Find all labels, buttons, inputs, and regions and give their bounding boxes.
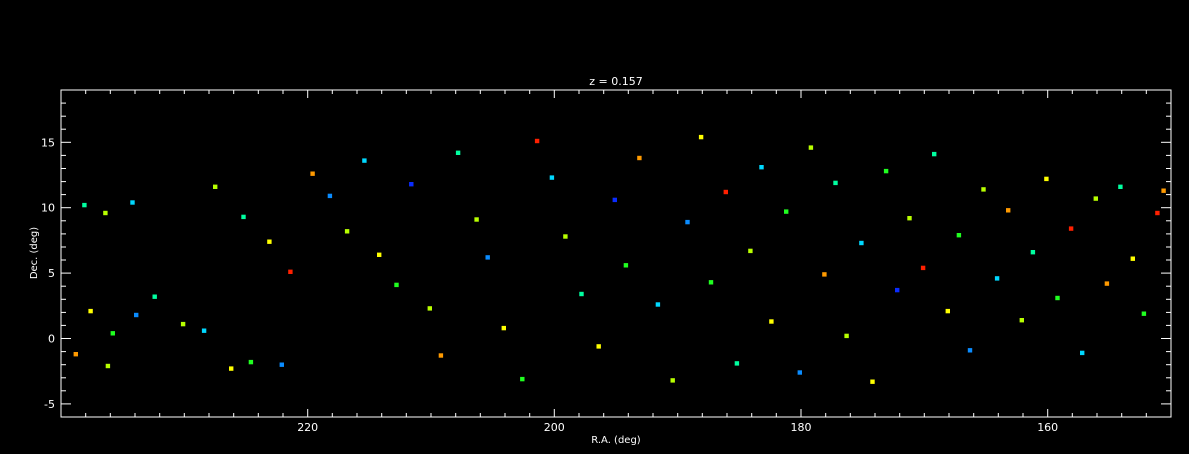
data-point	[82, 202, 87, 208]
data-point	[229, 366, 234, 371]
data-point	[956, 233, 962, 238]
x-axis-label: R.A. (deg)	[591, 435, 641, 446]
data-point	[180, 321, 186, 327]
data-point	[73, 352, 78, 357]
data-point	[267, 239, 272, 244]
x-tick-label: 220	[297, 421, 318, 434]
plot-frame	[60, 89, 1172, 418]
data-point	[920, 265, 926, 271]
data-point	[698, 134, 704, 140]
y-axis-label: Dec. (deg)	[29, 227, 40, 279]
data-point	[1030, 250, 1036, 255]
data-point	[327, 193, 333, 199]
data-point	[1161, 188, 1166, 193]
data-point	[534, 138, 540, 144]
y-tick-label: 0	[48, 333, 55, 346]
data-point	[670, 378, 675, 383]
data-point	[201, 328, 207, 333]
data-point	[248, 359, 254, 365]
data-point	[377, 252, 382, 257]
data-point	[945, 308, 950, 314]
data-point	[797, 370, 802, 375]
data-point	[844, 333, 849, 339]
data-point	[822, 272, 827, 277]
data-point	[549, 175, 555, 180]
data-point	[1044, 176, 1049, 182]
data-point	[438, 353, 444, 358]
data-point	[241, 214, 246, 220]
data-point	[213, 184, 218, 189]
data-point	[932, 151, 937, 157]
data-point	[134, 312, 139, 318]
data-point	[612, 197, 617, 203]
data-point	[907, 216, 912, 221]
data-point	[637, 155, 642, 161]
data-point	[1055, 295, 1060, 301]
data-point	[1130, 256, 1135, 261]
data-point	[833, 180, 838, 186]
data-point	[310, 171, 315, 176]
data-point	[655, 302, 661, 307]
data-point	[623, 263, 629, 268]
data-point	[1068, 226, 1074, 231]
scatter-points	[73, 134, 1166, 384]
y-tick-label: 5	[48, 267, 55, 280]
data-point	[152, 294, 157, 299]
data-point	[895, 287, 900, 293]
data-point	[130, 200, 135, 205]
x-tick-label: 180	[791, 421, 812, 434]
axis-ticks: 220 200 180 160 -5 0 5 10 15	[41, 89, 1172, 434]
data-point	[409, 182, 414, 187]
data-point	[105, 363, 111, 369]
data-point	[455, 150, 461, 155]
data-point	[362, 158, 367, 163]
y-tick-label: 15	[41, 136, 55, 149]
data-point	[1141, 311, 1147, 316]
data-point	[870, 379, 875, 384]
data-point	[501, 325, 506, 331]
data-point	[579, 291, 584, 297]
data-point	[981, 187, 986, 192]
data-point	[685, 219, 690, 225]
data-point	[344, 229, 350, 234]
chart-title: z = 0.157	[589, 75, 642, 88]
data-point	[808, 145, 814, 150]
data-point	[883, 168, 889, 174]
data-point	[994, 276, 1000, 281]
y-tick-label: -5	[44, 398, 55, 411]
data-point	[1006, 208, 1011, 213]
data-point	[563, 234, 568, 239]
data-point	[110, 331, 115, 336]
data-point	[769, 319, 774, 324]
data-point	[288, 269, 293, 274]
data-point	[759, 165, 764, 170]
data-point	[859, 240, 864, 246]
data-point	[1093, 196, 1098, 201]
data-point	[279, 362, 284, 367]
data-point	[1019, 318, 1024, 323]
data-point	[394, 282, 399, 288]
data-point	[103, 210, 108, 216]
x-tick-label: 160	[1037, 421, 1058, 434]
data-point	[1080, 350, 1085, 356]
data-point	[748, 248, 753, 254]
data-point	[1104, 281, 1110, 286]
data-point	[708, 280, 714, 285]
data-point	[427, 306, 432, 311]
data-point	[520, 376, 525, 382]
data-point	[1155, 210, 1160, 216]
data-point	[474, 217, 479, 222]
data-point	[734, 361, 740, 366]
data-point	[723, 189, 728, 195]
data-point	[596, 344, 601, 349]
data-point	[967, 348, 973, 353]
data-point	[1118, 184, 1123, 189]
y-tick-label: 10	[41, 202, 55, 215]
data-point	[485, 255, 490, 260]
x-tick-label: 200	[544, 421, 565, 434]
data-point	[784, 209, 789, 214]
data-point	[88, 308, 93, 314]
